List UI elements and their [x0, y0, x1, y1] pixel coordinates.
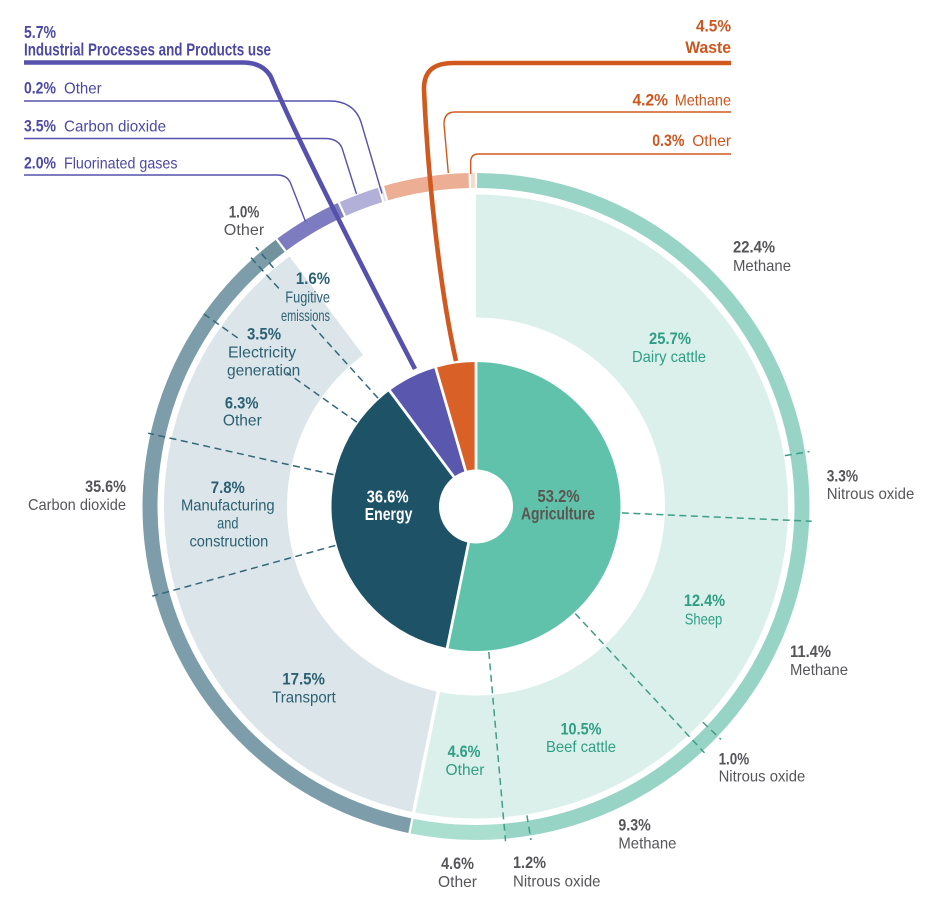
- svg-text:Electricity: Electricity: [228, 345, 296, 362]
- svg-text:Transport: Transport: [272, 690, 336, 707]
- svg-text:3.5%: 3.5%: [247, 326, 281, 344]
- svg-text:17.5%: 17.5%: [282, 671, 325, 689]
- svg-text:1.0%: 1.0%: [229, 203, 260, 221]
- svg-text:Carbon dioxide: Carbon dioxide: [28, 497, 126, 514]
- svg-text:Other: Other: [223, 413, 263, 430]
- svg-text:5.7%: 5.7%: [24, 22, 56, 42]
- svg-text:Methane: Methane: [675, 93, 731, 110]
- svg-text:Methane: Methane: [618, 836, 676, 853]
- svg-text:Agriculture: Agriculture: [521, 503, 595, 523]
- svg-text:1.2%: 1.2%: [513, 854, 546, 872]
- svg-text:22.4%: 22.4%: [733, 239, 775, 257]
- svg-text:6.3%: 6.3%: [225, 395, 259, 413]
- svg-text:Other: Other: [446, 762, 486, 779]
- svg-text:Nitrous oxide: Nitrous oxide: [719, 769, 806, 786]
- svg-text:53.2%: 53.2%: [538, 486, 580, 506]
- svg-text:3.3%: 3.3%: [827, 467, 858, 485]
- svg-text:1.6%: 1.6%: [296, 270, 330, 288]
- svg-text:construction: construction: [190, 534, 269, 551]
- svg-text:Fugitive: Fugitive: [285, 290, 330, 307]
- svg-text:35.6%: 35.6%: [85, 478, 126, 496]
- svg-text:10.5%: 10.5%: [561, 720, 602, 738]
- svg-text:Industrial Processes and Produ: Industrial Processes and Products use: [24, 40, 271, 60]
- svg-text:Fluorinated gases: Fluorinated gases: [64, 156, 178, 173]
- svg-text:12.4%: 12.4%: [684, 592, 726, 610]
- svg-text:emissions: emissions: [281, 308, 330, 325]
- svg-text:2.0%: 2.0%: [24, 155, 56, 173]
- svg-text:9.3%: 9.3%: [618, 817, 651, 835]
- svg-text:Carbon dioxide: Carbon dioxide: [64, 119, 166, 136]
- svg-text:Energy: Energy: [365, 504, 413, 524]
- svg-text:4.2%: 4.2%: [633, 92, 669, 110]
- svg-text:generation: generation: [227, 363, 300, 380]
- svg-text:4.6%: 4.6%: [448, 743, 481, 761]
- svg-text:1.0%: 1.0%: [719, 750, 750, 768]
- svg-text:0.2%: 0.2%: [24, 80, 56, 98]
- svg-text:Dairy cattle: Dairy cattle: [632, 349, 706, 366]
- svg-text:Methane: Methane: [733, 258, 791, 275]
- svg-text:Nitrous oxide: Nitrous oxide: [827, 486, 915, 503]
- svg-text:11.4%: 11.4%: [790, 643, 831, 661]
- svg-text:Beef cattle: Beef cattle: [546, 739, 616, 756]
- svg-text:Other: Other: [224, 222, 265, 239]
- svg-text:Nitrous oxide: Nitrous oxide: [513, 874, 601, 891]
- svg-text:36.6%: 36.6%: [367, 487, 409, 507]
- svg-text:7.8%: 7.8%: [211, 479, 245, 497]
- svg-text:Other: Other: [692, 133, 731, 150]
- svg-text:Other: Other: [438, 874, 478, 891]
- svg-text:4.5%: 4.5%: [696, 17, 731, 36]
- svg-text:0.3%: 0.3%: [652, 132, 684, 150]
- svg-text:and: and: [217, 516, 238, 533]
- svg-text:Methane: Methane: [790, 662, 848, 679]
- svg-text:Sheep: Sheep: [685, 612, 723, 629]
- svg-text:25.7%: 25.7%: [649, 330, 691, 348]
- svg-text:Waste: Waste: [685, 38, 731, 57]
- svg-text:Manufacturing: Manufacturing: [181, 498, 275, 515]
- svg-text:4.6%: 4.6%: [441, 855, 474, 873]
- svg-text:Other: Other: [64, 81, 102, 98]
- svg-text:3.5%: 3.5%: [24, 118, 56, 136]
